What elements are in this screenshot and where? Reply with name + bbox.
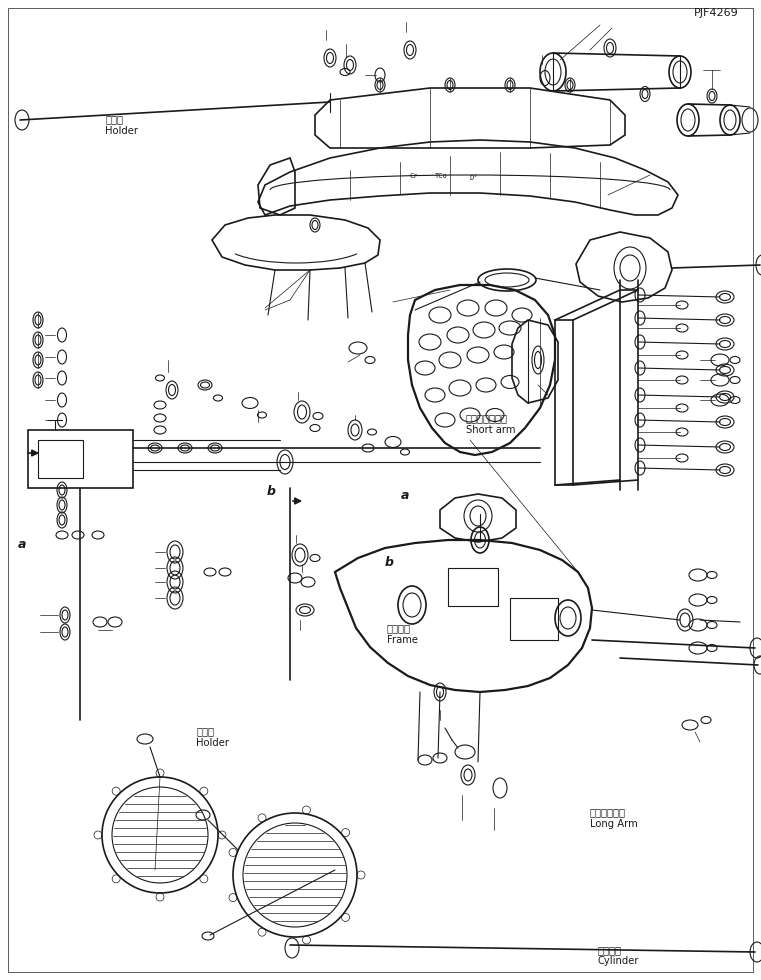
Text: a: a: [401, 489, 409, 503]
Text: フレーム
Frame: フレーム Frame: [387, 623, 418, 645]
Text: シリンダ
Cylinder: シリンダ Cylinder: [597, 945, 639, 966]
Bar: [28, 430, 133, 488]
Text: D°: D°: [470, 175, 479, 181]
Text: ホルダ
Holder: ホルダ Holder: [105, 115, 138, 136]
Text: b: b: [384, 556, 393, 569]
Text: TCo: TCo: [435, 173, 447, 179]
Bar: [555, 320, 573, 485]
Text: PJF4269: PJF4269: [693, 8, 738, 18]
Bar: [38, 440, 83, 478]
Text: Cr: Cr: [410, 173, 419, 179]
Bar: [448, 568, 498, 606]
Text: a: a: [18, 538, 27, 552]
Bar: [510, 598, 558, 640]
Text: ホルダ
Holder: ホルダ Holder: [196, 726, 229, 748]
Text: ショートアーム
Short arm: ショートアーム Short arm: [466, 414, 515, 435]
Text: ロングアーム
Long Arm: ロングアーム Long Arm: [590, 808, 638, 829]
Text: b: b: [266, 485, 275, 499]
